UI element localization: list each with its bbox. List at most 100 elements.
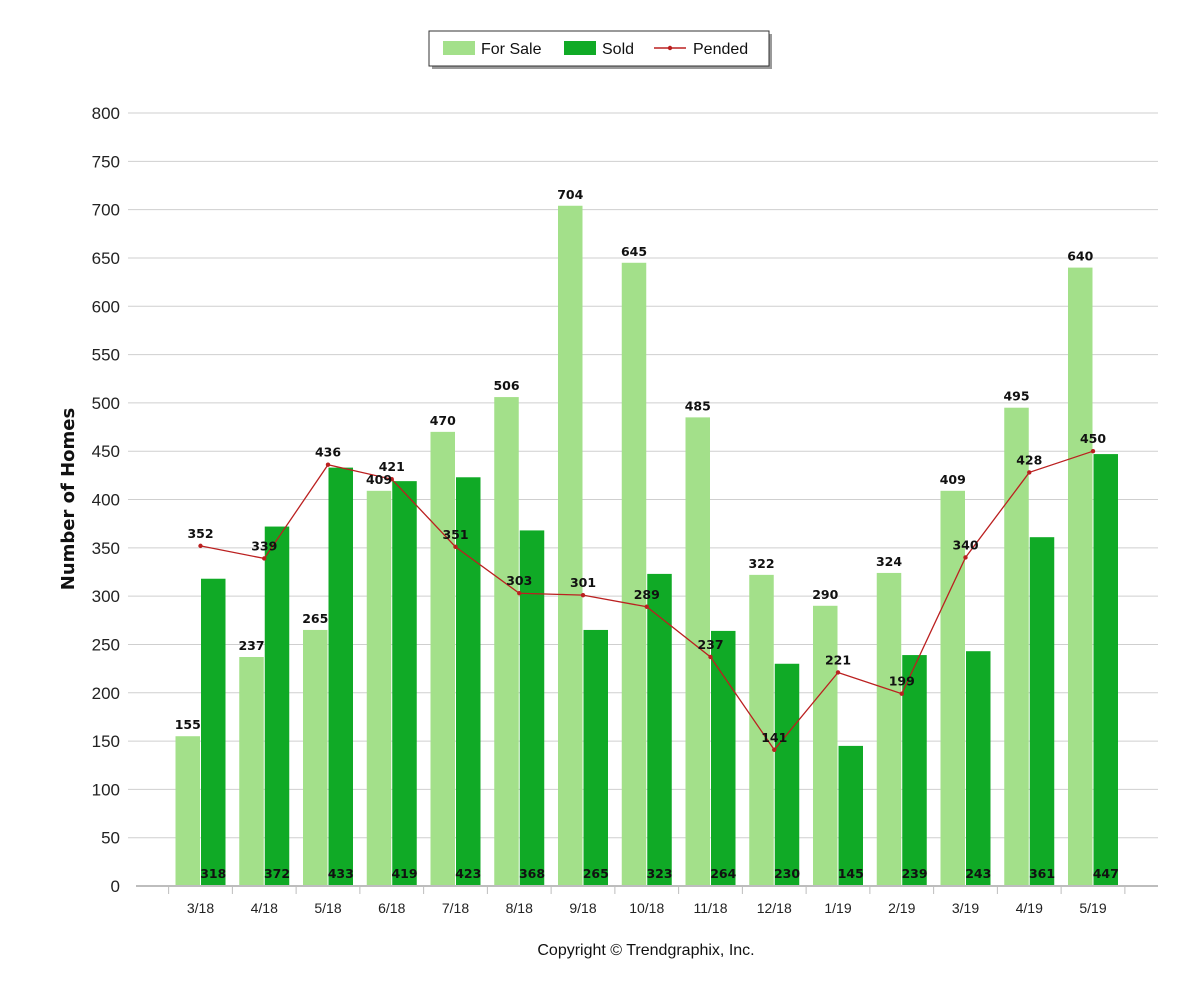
y-tick-label: 350 bbox=[92, 539, 120, 558]
sold-bar bbox=[838, 745, 863, 886]
sold-bar bbox=[1029, 537, 1055, 886]
x-tick-label: 7/18 bbox=[442, 900, 469, 916]
pended-point bbox=[389, 477, 394, 482]
x-tick-label: 11/18 bbox=[694, 900, 728, 916]
sold-value-label: 230 bbox=[774, 866, 800, 881]
bars bbox=[175, 205, 1118, 887]
y-tick-label: 250 bbox=[92, 635, 120, 654]
pended-value-label: 221 bbox=[825, 652, 851, 667]
pended-point bbox=[1027, 470, 1032, 475]
pended-point bbox=[517, 591, 522, 596]
y-tick-label: 500 bbox=[92, 394, 120, 413]
sold-value-label: 264 bbox=[710, 866, 736, 881]
y-tick-label: 600 bbox=[92, 297, 120, 316]
pended-point bbox=[899, 691, 904, 696]
copyright-text: Copyright © Trendgraphix, Inc. bbox=[537, 942, 754, 959]
x-tick-label: 12/18 bbox=[757, 900, 792, 916]
for-sale-bar bbox=[558, 205, 583, 886]
x-tick-label: 6/18 bbox=[378, 900, 405, 916]
pended-point bbox=[453, 544, 458, 550]
sold-bar bbox=[201, 578, 226, 886]
for-sale-value-label: 495 bbox=[1003, 389, 1029, 404]
for-sale-value-label: 290 bbox=[812, 587, 838, 602]
y-tick-label: 0 bbox=[111, 877, 120, 896]
y-tick-label: 50 bbox=[101, 829, 120, 848]
legend-label-sold: Sold bbox=[602, 41, 634, 58]
pended-value-label: 428 bbox=[1016, 452, 1042, 467]
for-sale-value-label: 324 bbox=[876, 554, 902, 569]
x-tick-label: 3/19 bbox=[952, 900, 979, 916]
y-tick-label: 750 bbox=[92, 152, 120, 171]
sold-bar bbox=[711, 630, 736, 886]
legend-label-for-sale: For Sale bbox=[481, 41, 542, 58]
x-axis: 3/18 4/18 5/18 6/18 7/18 8/18 9/18 10/18 11/18 12… bbox=[136, 885, 1158, 916]
sold-bar bbox=[456, 477, 481, 886]
pended-value-label: 199 bbox=[889, 674, 915, 689]
for-sale-value-label: 485 bbox=[685, 398, 711, 413]
pended-point bbox=[262, 556, 267, 561]
sold-value-label: 447 bbox=[1093, 866, 1119, 881]
for-sale-bar bbox=[1068, 267, 1093, 887]
for-sale-bar bbox=[303, 629, 328, 886]
y-tick-label: 450 bbox=[92, 442, 120, 461]
for-sale-bar bbox=[876, 572, 902, 886]
for-sale-value-label: 155 bbox=[175, 717, 201, 732]
y-tick-label: 150 bbox=[92, 732, 120, 751]
sold-bar bbox=[1093, 454, 1118, 886]
for-sale-bar bbox=[494, 397, 519, 886]
legend-swatch-for-sale bbox=[443, 41, 475, 55]
sold-value-label: 265 bbox=[583, 866, 609, 881]
x-tick-label: 9/18 bbox=[569, 900, 596, 916]
for-sale-value-label: 470 bbox=[430, 413, 456, 428]
pended-point bbox=[325, 462, 331, 467]
for-sale-value-label: 265 bbox=[302, 611, 328, 626]
y-tick-label: 400 bbox=[92, 491, 120, 510]
pended-value-label: 339 bbox=[251, 538, 277, 553]
legend-swatch-sold bbox=[564, 41, 596, 55]
for-sale-bar bbox=[175, 736, 200, 886]
for-sale-bar bbox=[813, 605, 838, 886]
x-tick-label: 5/18 bbox=[314, 900, 341, 916]
sold-value-label: 318 bbox=[200, 866, 226, 881]
for-sale-bar bbox=[685, 417, 710, 886]
sold-bar bbox=[519, 530, 545, 886]
y-tick-label: 550 bbox=[92, 346, 120, 365]
for-sale-bar bbox=[1004, 407, 1029, 886]
x-tick-label: 4/19 bbox=[1016, 900, 1043, 916]
pended-value-label: 436 bbox=[315, 445, 341, 460]
for-sale-value-label: 322 bbox=[748, 556, 774, 571]
pended-point bbox=[198, 543, 203, 549]
sold-value-label: 243 bbox=[965, 866, 991, 881]
legend-swatch-pended-dot bbox=[667, 45, 673, 51]
y-axis-title: Number of Homes bbox=[58, 408, 79, 590]
pended-value-label: 340 bbox=[952, 537, 978, 552]
for-sale-bar bbox=[621, 262, 647, 886]
y-axis-ticks: 0 50 100 150 200 250 300 350 400 450 500 550 600 650 7… bbox=[92, 104, 120, 896]
for-sale-bar bbox=[366, 490, 392, 886]
sold-bar bbox=[583, 629, 608, 886]
pended-point bbox=[963, 555, 968, 560]
y-tick-label: 700 bbox=[92, 201, 120, 220]
sold-bar bbox=[264, 526, 290, 886]
sold-value-label: 323 bbox=[646, 866, 672, 881]
pended-point bbox=[1090, 448, 1096, 454]
y-tick-label: 200 bbox=[92, 684, 120, 703]
sold-value-label: 239 bbox=[901, 866, 927, 881]
sold-value-label: 145 bbox=[838, 866, 864, 881]
pended-value-label: 301 bbox=[570, 575, 596, 590]
sold-bar bbox=[328, 467, 353, 886]
y-tick-label: 300 bbox=[92, 587, 120, 606]
sold-value-label: 361 bbox=[1029, 866, 1055, 881]
sold-bar bbox=[902, 655, 927, 886]
pended-point bbox=[644, 604, 649, 609]
x-tick-label: 4/18 bbox=[251, 900, 278, 916]
pended-value-label: 352 bbox=[187, 526, 213, 541]
pended-value-label: 237 bbox=[697, 637, 723, 652]
for-sale-value-label: 237 bbox=[238, 638, 264, 653]
sold-value-label: 423 bbox=[455, 866, 481, 881]
sold-value-label: 419 bbox=[391, 866, 417, 881]
for-sale-value-label: 409 bbox=[366, 472, 392, 487]
x-tick-label: 3/18 bbox=[187, 900, 214, 916]
pended-value-label: 303 bbox=[506, 573, 532, 588]
x-tick-label: 10/18 bbox=[629, 900, 664, 916]
